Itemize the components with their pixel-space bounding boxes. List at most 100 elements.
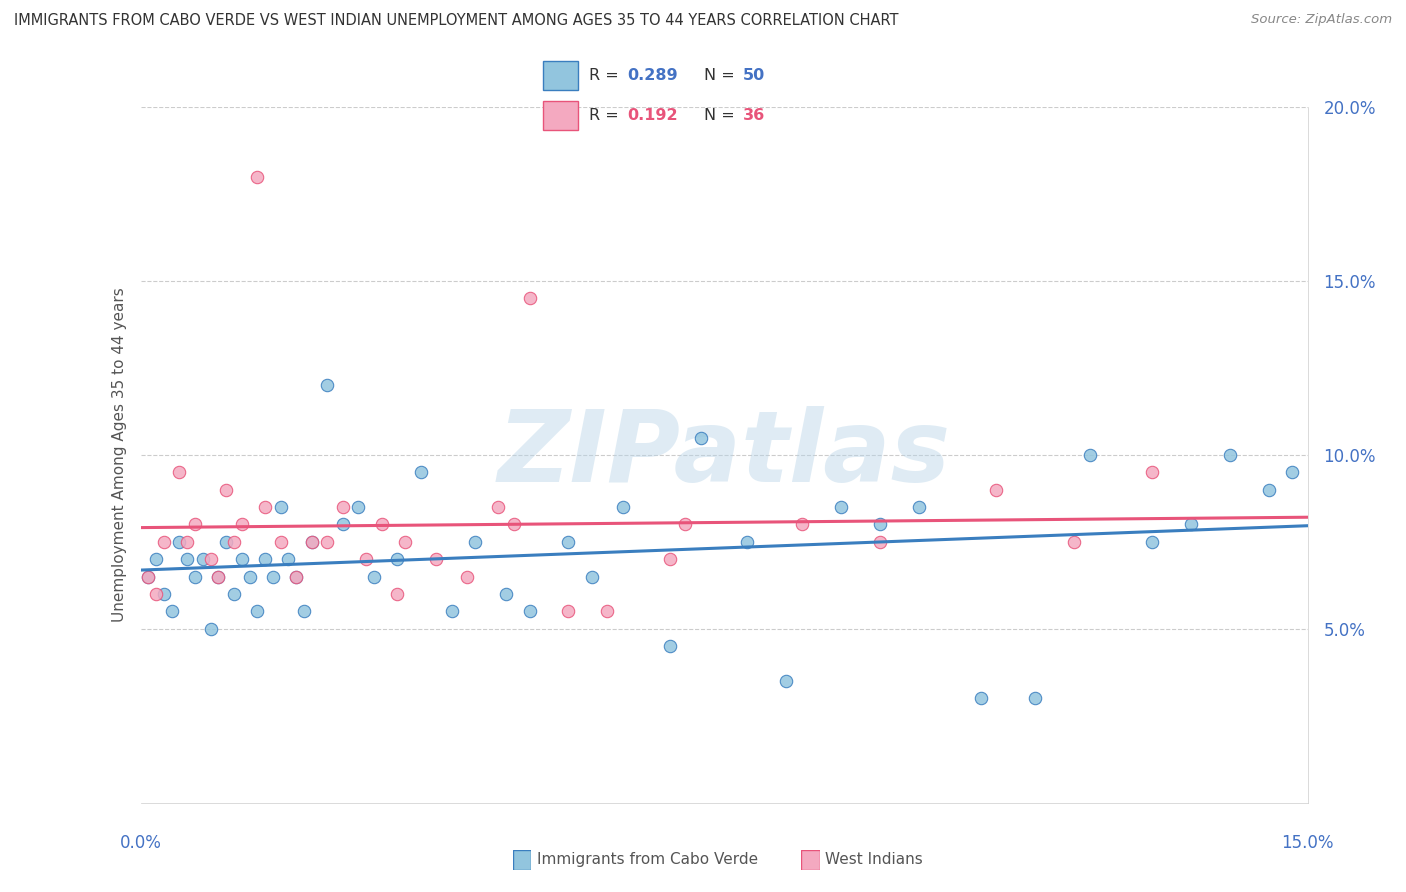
Point [138,570,160,584]
Point [191,552,214,566]
Text: 0.289: 0.289 [627,68,678,83]
Text: IMMIGRANTS FROM CABO VERDE VS WEST INDIAN UNEMPLOYMENT AMONG AGES 35 TO 44 YEARS: IMMIGRANTS FROM CABO VERDE VS WEST INDIA… [14,13,898,29]
Point [596,605,619,619]
Text: Immigrants from Cabo Verde: Immigrants from Cabo Verde [537,853,758,867]
Point [456,570,478,584]
Point [1063,534,1085,549]
Point [270,534,292,549]
Point [169,466,191,480]
Text: ZIPatlas: ZIPatlas [498,407,950,503]
Point [270,500,292,514]
Text: N =: N = [704,68,740,83]
Text: 0.192: 0.192 [627,108,678,123]
Point [519,605,541,619]
Point [332,517,354,532]
Text: R =: R = [589,108,624,123]
Point [301,534,323,549]
Point [658,639,681,653]
Point [1180,517,1202,532]
Point [1219,448,1241,462]
Point [316,378,339,392]
Point [292,605,315,619]
Point [363,570,385,584]
Point [153,534,176,549]
Point [581,570,603,584]
Point [409,466,432,480]
Point [519,291,541,305]
Point [277,552,299,566]
Y-axis label: Unemployment Among Ages 35 to 44 years: Unemployment Among Ages 35 to 44 years [111,287,127,623]
Point [830,500,852,514]
Point [986,483,1008,497]
Point [673,517,696,532]
Point [689,430,711,444]
Point [238,570,260,584]
Point [285,570,308,584]
Point [1281,466,1303,480]
Point [200,552,222,566]
Point [200,622,222,636]
Point [285,570,308,584]
Point [557,534,579,549]
Point [332,500,354,514]
Point [207,570,229,584]
Point [254,552,277,566]
Point [371,517,394,532]
Point [231,552,253,566]
Point [440,605,463,619]
Point [145,552,167,566]
Text: 50: 50 [742,68,765,83]
Point [495,587,517,601]
Text: 15.0%: 15.0% [1281,834,1334,852]
Point [184,570,207,584]
Point [775,674,797,689]
Point [316,534,339,549]
Point [246,169,269,184]
Point [207,570,229,584]
FancyBboxPatch shape [543,101,578,130]
Text: 0.0%: 0.0% [120,834,162,852]
Point [262,570,284,584]
Point [215,534,238,549]
Point [184,517,207,532]
Point [488,500,510,514]
Point [658,552,681,566]
Point [176,552,198,566]
Point [464,534,486,549]
Point [1078,448,1101,462]
Point [246,605,269,619]
Point [394,534,416,549]
Point [222,587,245,601]
Point [1140,534,1163,549]
Point [231,517,253,532]
Point [153,587,176,601]
Point [160,605,183,619]
FancyBboxPatch shape [543,62,578,90]
Point [869,534,891,549]
Point [387,587,409,601]
Point [138,570,160,584]
Point [790,517,813,532]
Point [1140,466,1163,480]
Point [907,500,929,514]
Point [145,587,167,601]
Point [503,517,526,532]
Point [1024,691,1046,706]
Point [347,500,370,514]
Text: N =: N = [704,108,740,123]
Text: 36: 36 [742,108,765,123]
Point [215,483,238,497]
Point [1257,483,1279,497]
Text: Source: ZipAtlas.com: Source: ZipAtlas.com [1251,13,1392,27]
Point [301,534,323,549]
Text: R =: R = [589,68,624,83]
Point [354,552,377,566]
Point [176,534,198,549]
Point [254,500,277,514]
Point [737,534,759,549]
Point [387,552,409,566]
Point [169,534,191,549]
Point [425,552,447,566]
Point [869,517,891,532]
Point [970,691,993,706]
